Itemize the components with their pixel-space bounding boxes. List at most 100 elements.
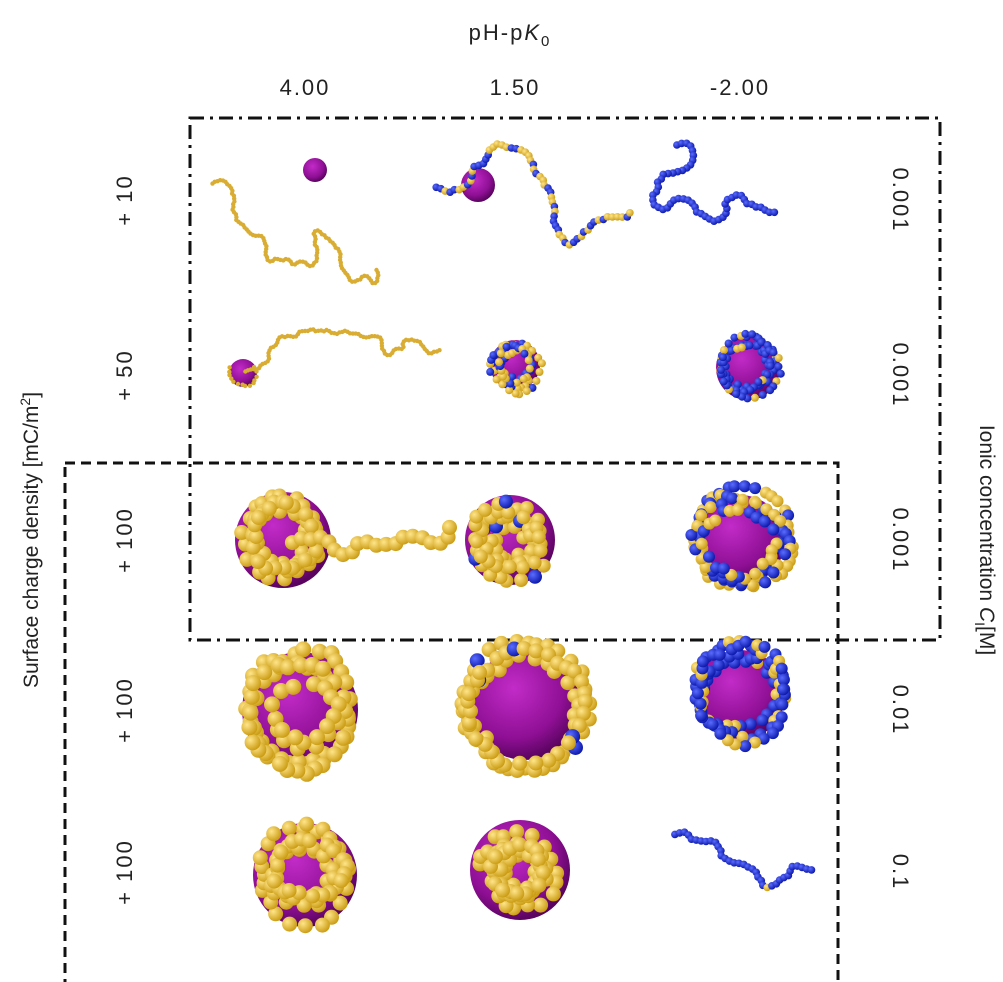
bead [227,369,232,375]
bead [502,342,511,351]
bead [305,888,320,904]
bead [244,734,261,751]
bead [530,852,546,867]
bead [767,566,780,579]
bead [478,502,492,517]
bead [726,492,739,505]
bead [719,377,728,386]
bead [285,678,302,695]
bead [498,494,513,509]
bead [501,505,516,520]
bead [512,755,528,771]
bead [242,704,259,721]
bead [301,833,317,849]
bead [442,519,457,535]
bead [281,820,297,836]
bead [281,883,297,898]
column-label: 1.50 [490,75,541,100]
bead [766,727,779,740]
bead [533,543,548,558]
bead [437,348,442,353]
bead [720,346,728,355]
bead [531,877,547,893]
bead [754,378,763,386]
bead [531,530,546,545]
bead [235,381,241,387]
column-label: -2.00 [710,75,770,100]
bead [718,353,727,362]
ionic-label: 0.001 [888,167,913,232]
bead [505,386,514,395]
bead [299,816,315,832]
bead [254,374,259,379]
bead [524,828,540,843]
bead [511,389,520,398]
bead [243,688,260,705]
bead [514,573,529,587]
snapshots [210,139,816,934]
bead [314,917,330,933]
bead [274,721,291,738]
top-axis-title: pH-pK0 [469,20,552,50]
ionic-label: 0.01 [888,685,913,736]
bead [516,641,532,657]
bead [325,843,341,859]
bead [699,561,712,574]
bead [577,693,593,709]
bead [535,368,544,376]
bead [496,349,505,358]
bead [736,493,749,506]
bead [297,918,313,934]
left-axis-title: Surface charge density [mC/m2] [17,392,43,688]
bead [709,514,722,527]
bead [776,369,785,378]
bead [528,569,542,584]
bead [691,687,704,700]
bead [745,341,754,350]
bead [492,375,501,384]
bead [525,364,534,373]
bead [695,537,708,550]
bead [695,709,708,722]
bead [758,515,771,528]
bead [766,386,775,395]
bead [757,338,766,347]
bead [261,500,277,516]
bead [338,674,355,691]
bead [774,362,783,371]
bead [251,510,266,525]
bead [268,906,284,922]
bead [750,393,759,402]
bead [560,735,576,751]
bead [241,719,258,736]
bead [576,705,591,721]
bead [295,641,312,658]
right-axis-title: Ionic concentration CI[M] [972,425,998,655]
bead [314,660,331,677]
bead [495,358,503,367]
bead [528,755,544,771]
bead [807,866,816,874]
bead [522,387,531,395]
bead [776,698,789,711]
bead [333,873,349,889]
bead [717,562,730,575]
bead [779,548,792,561]
bead [273,844,289,860]
bead [319,718,335,735]
bead [744,718,757,731]
bead [574,674,589,689]
bead [311,643,328,660]
bead [515,560,530,575]
frame-low-salt [188,116,942,642]
bead [264,696,280,713]
bead [298,506,314,522]
bead [537,359,546,368]
bead [770,208,779,217]
bead [545,886,561,902]
bead [469,653,485,669]
frame-high-charge [63,461,840,982]
bead [571,718,587,734]
nanoparticle [303,158,327,182]
bead [704,501,717,514]
